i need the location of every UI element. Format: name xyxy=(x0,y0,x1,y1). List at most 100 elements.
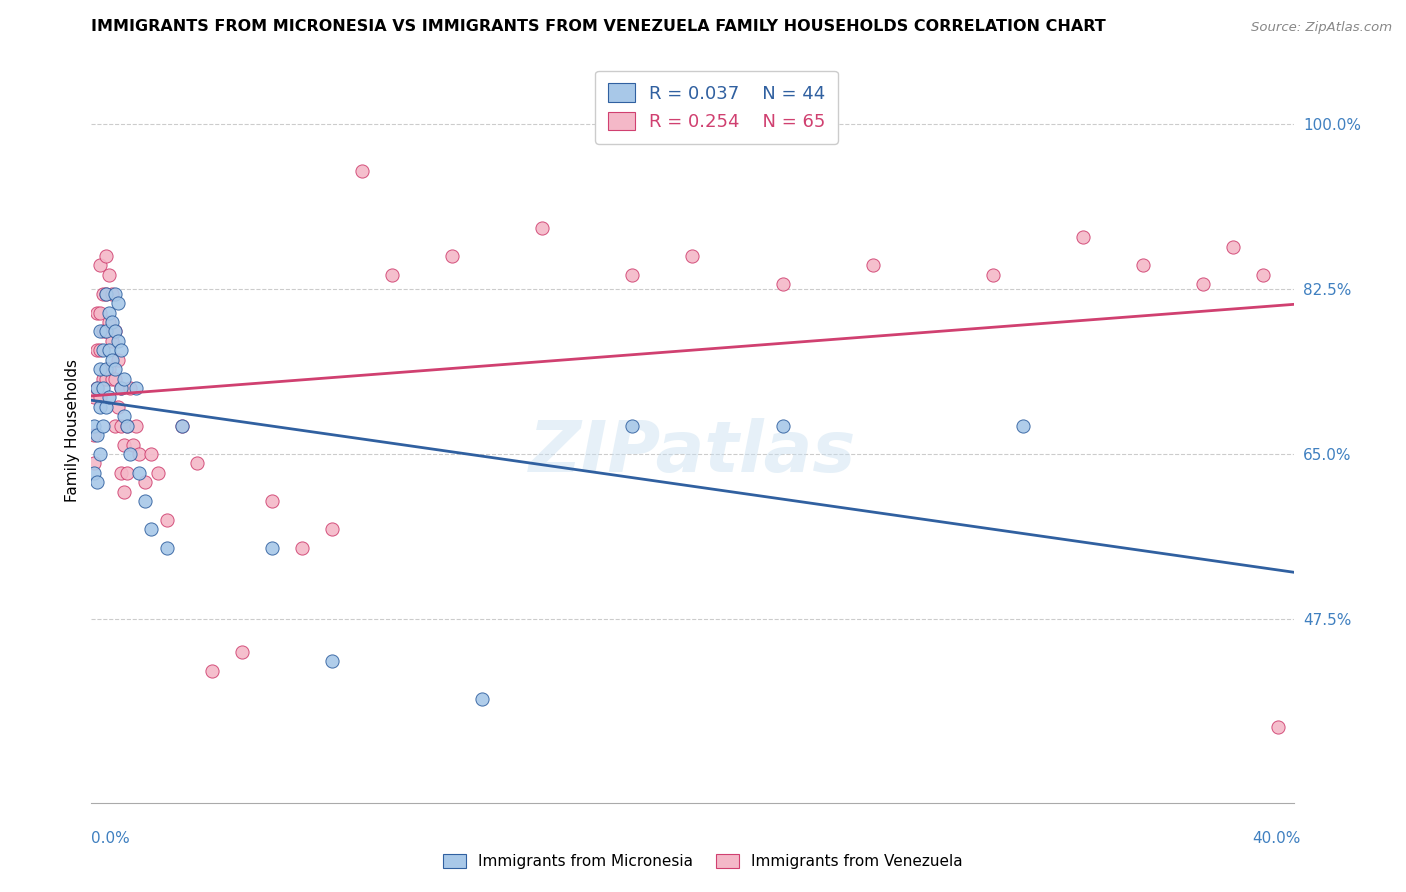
Point xyxy=(101,334,124,348)
Point xyxy=(96,325,118,339)
Point xyxy=(186,456,208,470)
Point xyxy=(350,164,373,178)
Point xyxy=(1071,230,1094,244)
Point xyxy=(681,249,703,263)
Point xyxy=(107,334,129,348)
Point xyxy=(104,418,127,433)
Point xyxy=(621,418,644,433)
Point xyxy=(107,352,129,367)
Text: 0.0%: 0.0% xyxy=(91,831,131,846)
Text: IMMIGRANTS FROM MICRONESIA VS IMMIGRANTS FROM VENEZUELA FAMILY HOUSEHOLDS CORREL: IMMIGRANTS FROM MICRONESIA VS IMMIGRANTS… xyxy=(91,20,1107,34)
Point xyxy=(981,268,1004,282)
Point xyxy=(114,484,136,499)
Point xyxy=(110,343,132,358)
Point xyxy=(89,343,111,358)
Point xyxy=(146,466,169,480)
Point xyxy=(621,268,644,282)
Point xyxy=(96,400,118,414)
Point xyxy=(321,654,343,668)
Point xyxy=(117,418,139,433)
Legend: R = 0.037    N = 44, R = 0.254    N = 65: R = 0.037 N = 44, R = 0.254 N = 65 xyxy=(595,70,838,144)
Point xyxy=(96,325,118,339)
Point xyxy=(86,305,108,319)
Point xyxy=(89,391,111,405)
Point xyxy=(1253,268,1275,282)
Point xyxy=(101,371,124,385)
Point xyxy=(89,305,111,319)
Point xyxy=(96,286,118,301)
Point xyxy=(201,664,224,678)
Point xyxy=(89,259,111,273)
Point xyxy=(98,362,121,376)
Point xyxy=(114,409,136,424)
Point xyxy=(128,466,150,480)
Point xyxy=(93,381,115,395)
Point xyxy=(110,418,132,433)
Point xyxy=(86,381,108,395)
Point xyxy=(772,418,794,433)
Point xyxy=(93,343,115,358)
Point xyxy=(531,220,554,235)
Point xyxy=(86,428,108,442)
Point xyxy=(772,277,794,292)
Point xyxy=(110,466,132,480)
Point xyxy=(96,371,118,385)
Point xyxy=(862,259,884,273)
Point xyxy=(101,352,124,367)
Point xyxy=(114,437,136,451)
Point xyxy=(134,475,156,490)
Point xyxy=(98,305,121,319)
Point xyxy=(155,541,177,556)
Point xyxy=(86,381,108,395)
Point xyxy=(83,428,105,442)
Point xyxy=(117,466,139,480)
Point xyxy=(1132,259,1154,273)
Point xyxy=(260,541,283,556)
Point xyxy=(134,494,156,508)
Point xyxy=(1012,418,1035,433)
Point xyxy=(107,296,129,310)
Point xyxy=(155,513,177,527)
Point xyxy=(440,249,463,263)
Point xyxy=(122,437,145,451)
Point xyxy=(83,456,105,470)
Point xyxy=(231,645,253,659)
Point xyxy=(104,362,127,376)
Point xyxy=(89,400,111,414)
Point xyxy=(125,381,148,395)
Point xyxy=(110,381,132,395)
Point xyxy=(96,362,118,376)
Point xyxy=(93,286,115,301)
Point xyxy=(107,400,129,414)
Point xyxy=(170,418,193,433)
Point xyxy=(89,362,111,376)
Point xyxy=(141,447,163,461)
Point xyxy=(98,391,121,405)
Point xyxy=(170,418,193,433)
Point xyxy=(120,381,142,395)
Point xyxy=(104,286,127,301)
Point xyxy=(291,541,314,556)
Point xyxy=(101,315,124,329)
Point xyxy=(104,325,127,339)
Point xyxy=(381,268,404,282)
Point xyxy=(98,268,121,282)
Point xyxy=(89,325,111,339)
Point xyxy=(104,325,127,339)
Point xyxy=(1222,239,1244,253)
Point xyxy=(86,475,108,490)
Point xyxy=(83,466,105,480)
Point xyxy=(98,343,121,358)
Legend: Immigrants from Micronesia, Immigrants from Venezuela: Immigrants from Micronesia, Immigrants f… xyxy=(437,848,969,875)
Point xyxy=(321,522,343,536)
Y-axis label: Family Households: Family Households xyxy=(65,359,80,502)
Point xyxy=(104,371,127,385)
Point xyxy=(98,315,121,329)
Point xyxy=(93,325,115,339)
Point xyxy=(96,249,118,263)
Point xyxy=(114,371,136,385)
Point xyxy=(93,418,115,433)
Point xyxy=(101,286,124,301)
Point xyxy=(83,391,105,405)
Point xyxy=(128,447,150,461)
